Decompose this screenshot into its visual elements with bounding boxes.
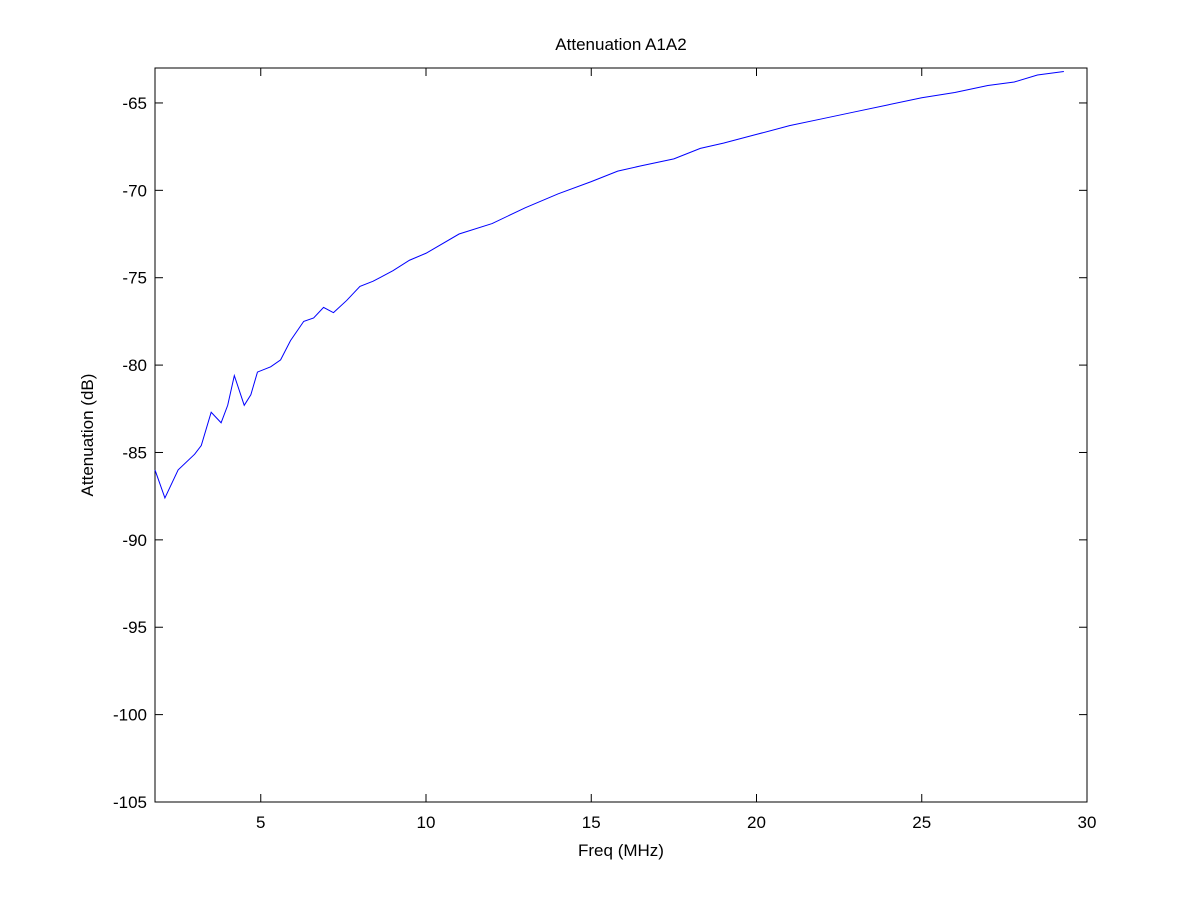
- x-axis-label: Freq (MHz): [578, 841, 664, 860]
- x-tick-label: 25: [912, 813, 931, 832]
- x-tick-label: 5: [256, 813, 265, 832]
- y-tick-label: -90: [122, 531, 147, 550]
- y-tick-label: -105: [113, 793, 147, 812]
- y-tick-label: -80: [122, 356, 147, 375]
- x-tick-label: 15: [582, 813, 601, 832]
- y-tick-label: -100: [113, 706, 147, 725]
- y-tick-label: -70: [122, 181, 147, 200]
- y-axis-label: Attenuation (dB): [78, 374, 97, 497]
- y-tick-label: -75: [122, 269, 147, 288]
- plot-box: [154, 67, 1088, 803]
- y-tick-label: -85: [122, 443, 147, 462]
- x-tick-label: 30: [1078, 813, 1097, 832]
- x-tick-label: 10: [417, 813, 436, 832]
- y-tick-label: -95: [122, 618, 147, 637]
- x-tick-label: 20: [747, 813, 766, 832]
- chart-title: Attenuation A1A2: [555, 35, 686, 54]
- y-tick-label: -65: [122, 94, 147, 113]
- data-line: [154, 71, 1064, 500]
